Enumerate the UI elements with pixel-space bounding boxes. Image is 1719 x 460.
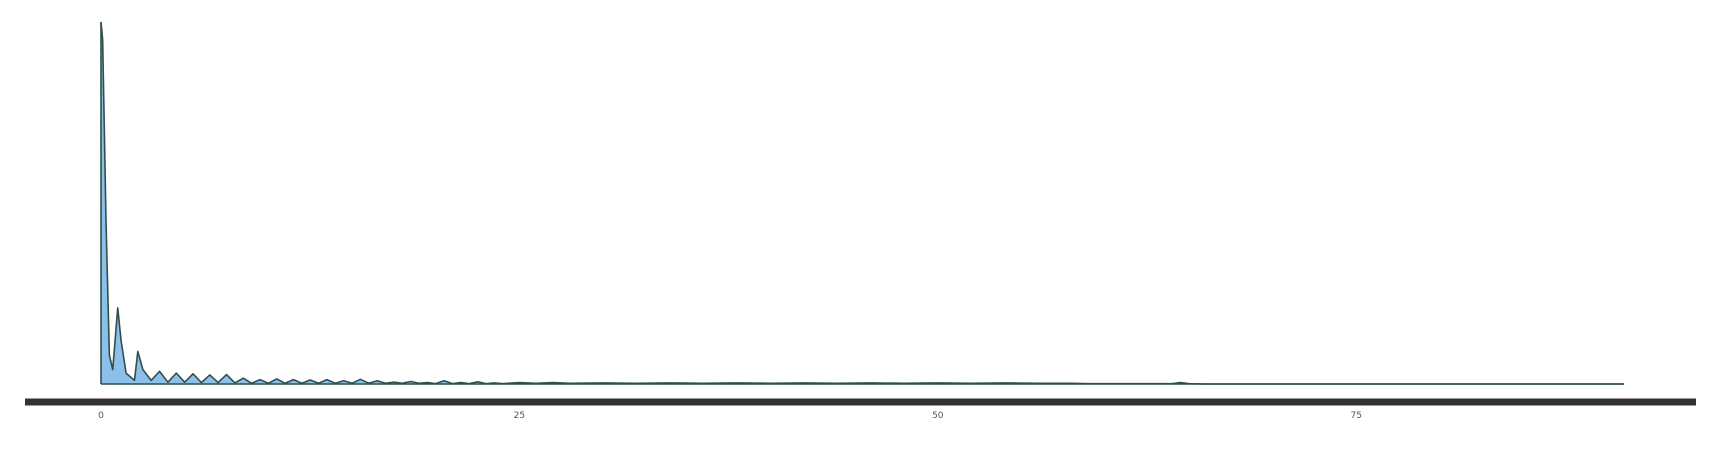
x-tick-label: 0 xyxy=(98,411,104,421)
density-area-0 xyxy=(101,22,1624,384)
x-tick-label: 25 xyxy=(514,411,525,421)
x-axis-line xyxy=(25,398,1696,406)
plot-area xyxy=(100,21,1624,385)
density-line-0 xyxy=(100,21,1624,385)
x-tick-label: 50 xyxy=(932,411,944,421)
x-tick-label: 75 xyxy=(1350,411,1361,421)
x-axis: 0 25 50 75 xyxy=(25,398,1696,421)
